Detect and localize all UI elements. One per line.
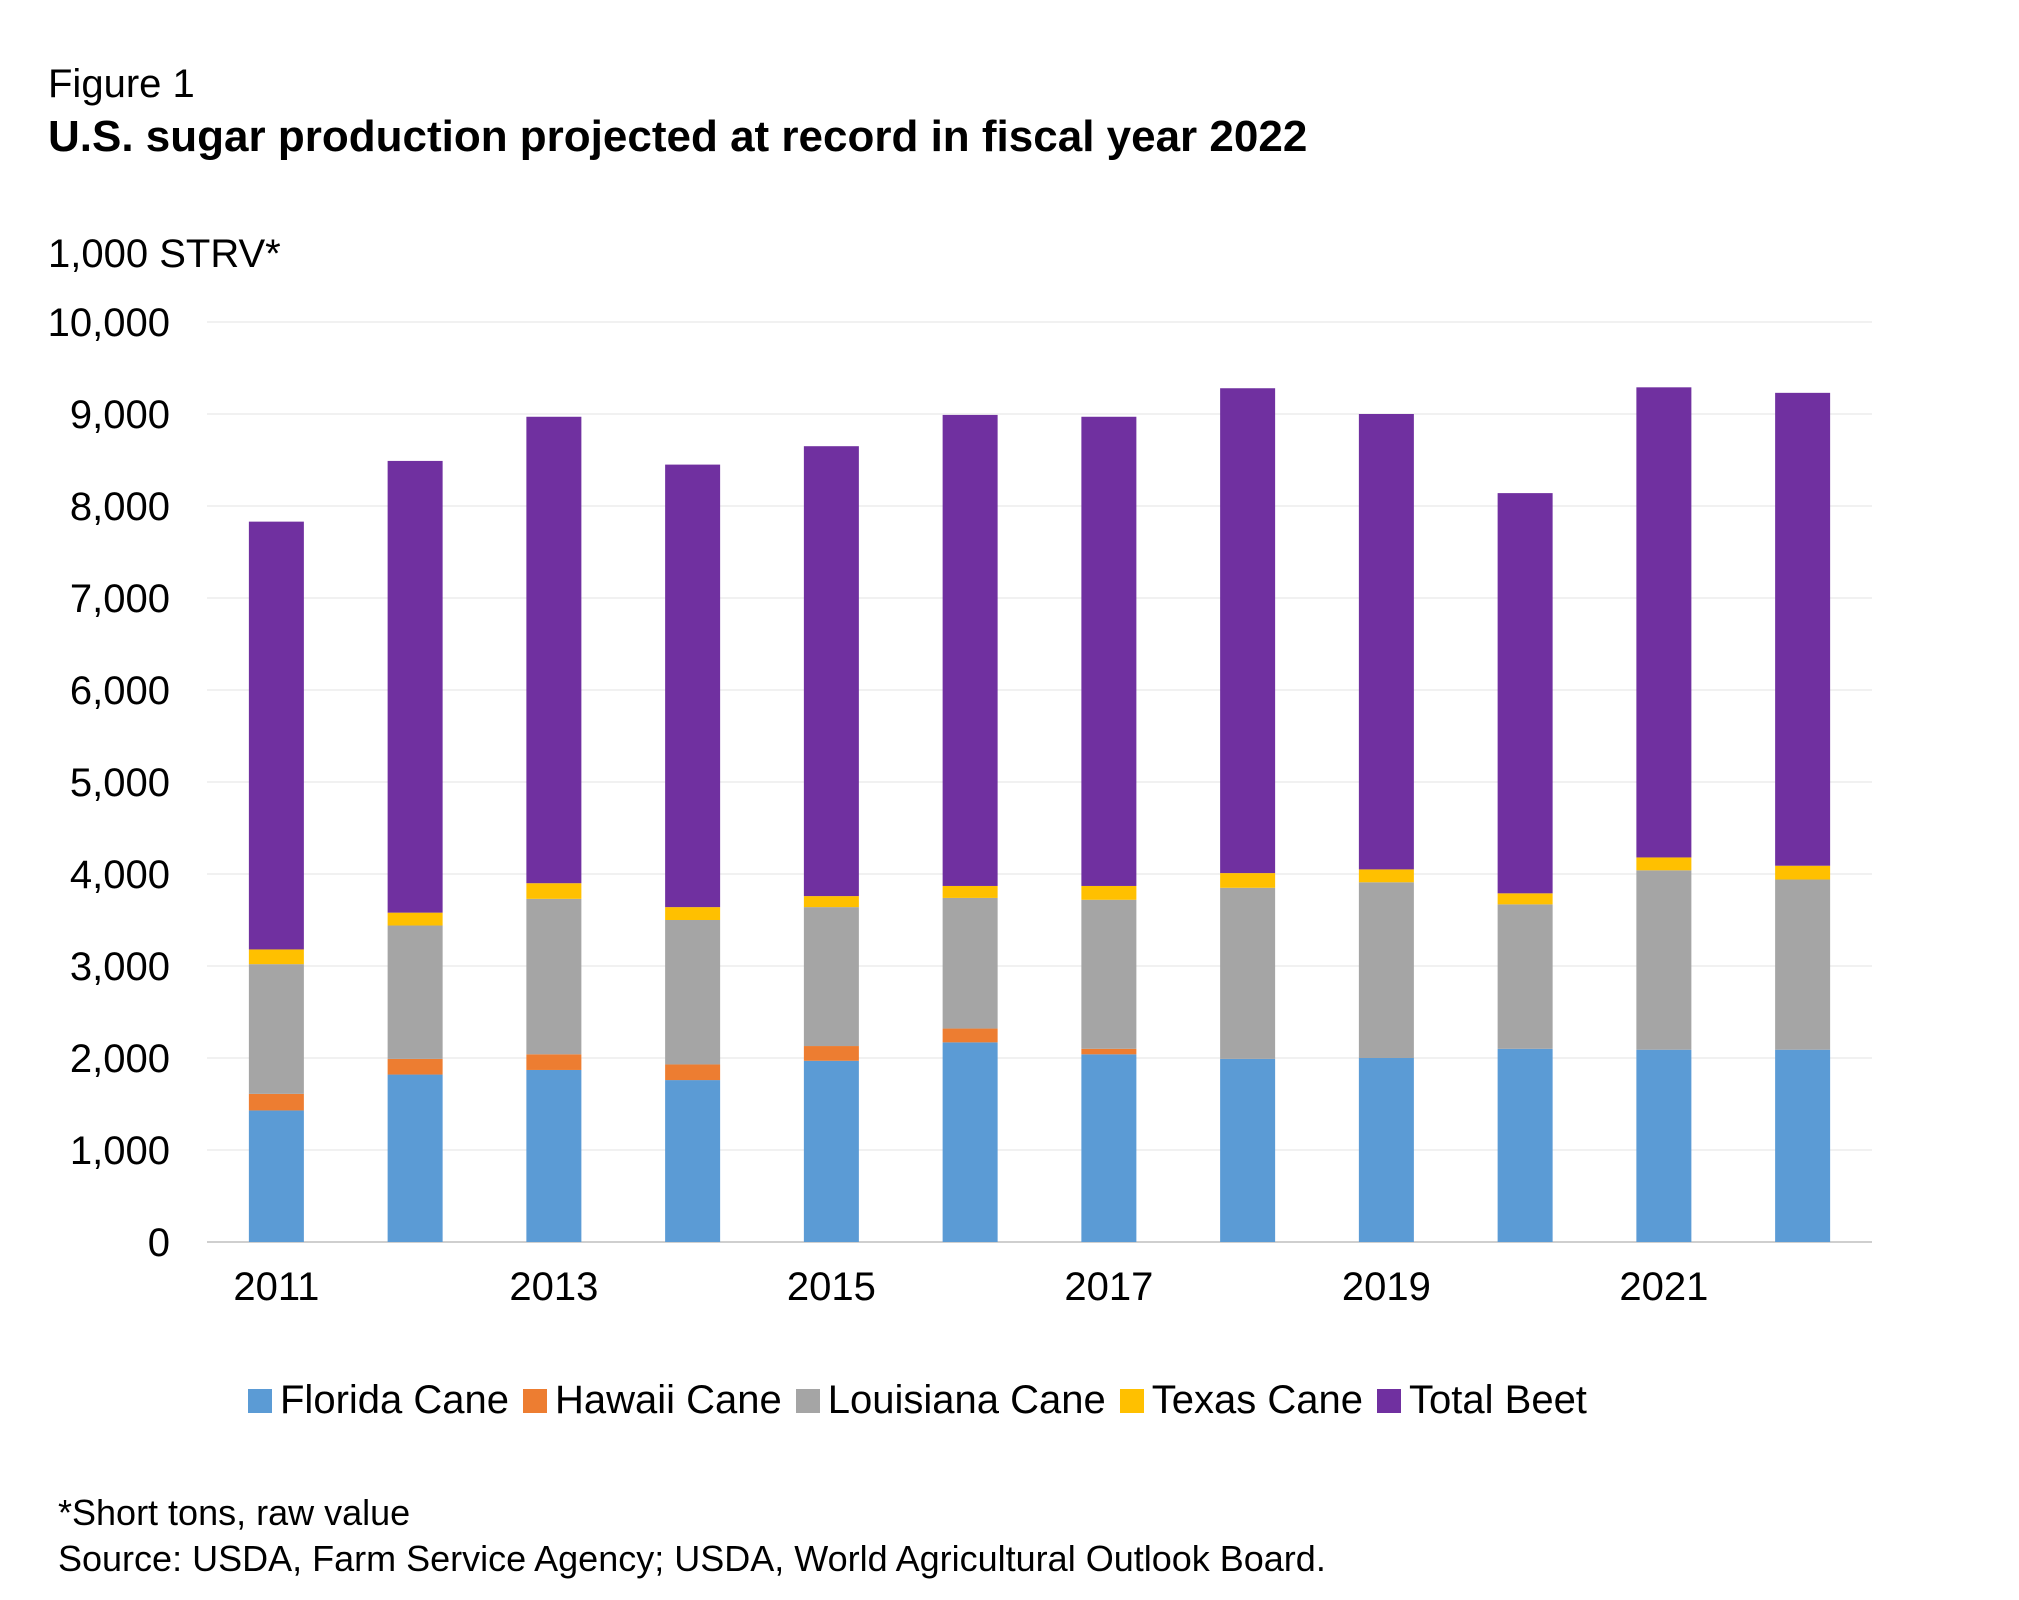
x-tick-labels: 2011 2013 2015 2017 2019 2021 <box>233 1265 1708 1309</box>
bar-louisiana-cane-2019 <box>1358 882 1414 1058</box>
bar-florida-cane-2022 <box>1775 1049 1831 1242</box>
bar-hawaii-cane-2017 <box>1081 1048 1137 1055</box>
bar-hawaii-cane-2016 <box>942 1028 998 1043</box>
y-tick-label: 1,000 <box>70 1129 170 1173</box>
bar-hawaii-cane-2014 <box>665 1064 721 1081</box>
bar-texas-cane-2017 <box>1081 885 1137 900</box>
bar-total-beet-2020 <box>1497 493 1553 894</box>
legend-label-louisiana-cane: Louisiana Cane <box>827 1378 1106 1422</box>
bar-texas-cane-2018 <box>1220 873 1276 888</box>
bar-hawaii-cane-2011 <box>248 1093 304 1111</box>
bar-louisiana-cane-2013 <box>526 898 582 1055</box>
legend-item-total-beet: Total Beet <box>1377 1378 1587 1423</box>
y-tick-label: 8,000 <box>70 485 170 529</box>
source-note: Source: USDA, Farm Service Agency; USDA,… <box>58 1538 1326 1579</box>
legend-swatch-florida-cane <box>248 1388 272 1413</box>
y-tick-label: 0 <box>148 1221 170 1265</box>
bar-total-beet-2022 <box>1775 392 1831 866</box>
bar-texas-cane-2021 <box>1636 857 1692 871</box>
bar-louisiana-cane-2022 <box>1775 879 1831 1050</box>
bar-florida-cane-2013 <box>526 1069 582 1242</box>
bar-louisiana-cane-2011 <box>248 964 304 1094</box>
bar-texas-cane-2012 <box>387 912 443 926</box>
bar-texas-cane-2016 <box>942 885 998 898</box>
x-tick-label: 2021 <box>1619 1265 1708 1309</box>
bar-florida-cane-2011 <box>248 1110 304 1242</box>
stacked-bar-chart: 0 1,000 2,000 3,000 4,000 5,000 6,000 7,000 8,00… <box>48 301 1872 1309</box>
bar-louisiana-cane-2015 <box>803 907 859 1047</box>
bar-texas-cane-2020 <box>1497 893 1553 905</box>
legend-label-hawaii-cane: Hawaii Cane <box>555 1378 782 1422</box>
bar-louisiana-cane-2014 <box>665 920 721 1065</box>
bar-total-beet-2015 <box>803 446 859 897</box>
y-axis-label: 1,000 STRV* <box>48 232 281 276</box>
footnote: *Short tons, raw value <box>58 1492 411 1533</box>
y-tick-label: 9,000 <box>70 393 170 437</box>
x-tick-label: 2015 <box>787 1265 876 1309</box>
y-tick-label: 7,000 <box>70 577 170 621</box>
bar-hawaii-cane-2015 <box>803 1046 859 1061</box>
bars <box>248 387 1831 1242</box>
legend-swatch-total-beet <box>1377 1388 1402 1413</box>
bar-louisiana-cane-2018 <box>1220 887 1276 1059</box>
x-tick-label: 2017 <box>1064 1265 1153 1309</box>
bar-hawaii-cane-2013 <box>526 1054 582 1070</box>
legend-label-total-beet: Total Beet <box>1409 1378 1587 1422</box>
legend-item-hawaii-cane: Hawaii Cane <box>523 1378 782 1423</box>
bar-florida-cane-2016 <box>942 1042 998 1242</box>
legend-item-florida-cane: Florida Cane <box>248 1378 509 1423</box>
bar-hawaii-cane-2012 <box>387 1058 443 1075</box>
bar-texas-cane-2014 <box>665 907 721 920</box>
figure-label: Figure 1 <box>48 62 195 106</box>
bar-florida-cane-2021 <box>1636 1049 1692 1242</box>
bar-total-beet-2017 <box>1081 416 1137 886</box>
bar-total-beet-2012 <box>387 460 443 913</box>
bar-louisiana-cane-2021 <box>1636 870 1692 1050</box>
bar-texas-cane-2011 <box>248 949 304 965</box>
x-tick-label: 2013 <box>509 1265 598 1309</box>
y-tick-label: 4,000 <box>70 853 170 897</box>
bar-florida-cane-2019 <box>1358 1058 1414 1242</box>
bar-texas-cane-2013 <box>526 883 582 899</box>
legend-item-texas-cane: Texas Cane <box>1119 1378 1364 1423</box>
x-tick-label: 2019 <box>1342 1265 1431 1309</box>
bar-florida-cane-2015 <box>803 1060 859 1242</box>
bar-texas-cane-2022 <box>1775 865 1831 880</box>
bar-total-beet-2018 <box>1220 388 1276 874</box>
bar-florida-cane-2018 <box>1220 1058 1276 1242</box>
legend-swatch-texas-cane <box>1119 1388 1144 1413</box>
bar-florida-cane-2012 <box>387 1074 443 1242</box>
bar-louisiana-cane-2017 <box>1081 899 1137 1049</box>
legend-swatch-hawaii-cane <box>523 1388 548 1413</box>
y-tick-label: 3,000 <box>70 945 170 989</box>
bar-texas-cane-2015 <box>803 896 859 908</box>
bar-louisiana-cane-2012 <box>387 925 443 1059</box>
legend-item-louisiana-cane: Louisiana Cane <box>795 1378 1106 1423</box>
y-tick-label: 10,000 <box>48 301 170 345</box>
bar-total-beet-2016 <box>942 414 998 886</box>
bar-total-beet-2014 <box>665 464 721 908</box>
bar-florida-cane-2020 <box>1497 1048 1553 1242</box>
bar-louisiana-cane-2020 <box>1497 904 1553 1049</box>
bar-total-beet-2011 <box>248 521 304 950</box>
bar-florida-cane-2017 <box>1081 1054 1137 1242</box>
bar-total-beet-2013 <box>526 416 582 884</box>
legend-label-florida-cane: Florida Cane <box>280 1378 510 1422</box>
y-tick-label: 6,000 <box>70 669 170 713</box>
bar-florida-cane-2014 <box>665 1080 721 1242</box>
legend-label-texas-cane: Texas Cane <box>1151 1378 1364 1422</box>
gridlines <box>207 321 1872 1243</box>
bar-total-beet-2021 <box>1636 387 1692 858</box>
bar-total-beet-2019 <box>1358 414 1414 870</box>
x-tick-label: 2011 <box>233 1265 319 1309</box>
y-tick-label: 2,000 <box>70 1037 170 1081</box>
legend-swatch-louisiana-cane <box>795 1388 820 1413</box>
bar-texas-cane-2019 <box>1358 869 1414 883</box>
y-tick-label: 5,000 <box>70 761 170 805</box>
y-tick-labels: 0 1,000 2,000 3,000 4,000 5,000 6,000 7,000 8,00… <box>48 301 170 1265</box>
legend: Florida Cane Hawaii Cane Louisiana Cane … <box>248 1378 1601 1423</box>
chart-title: U.S. sugar production projected at recor… <box>48 112 1308 161</box>
bar-louisiana-cane-2016 <box>942 897 998 1029</box>
